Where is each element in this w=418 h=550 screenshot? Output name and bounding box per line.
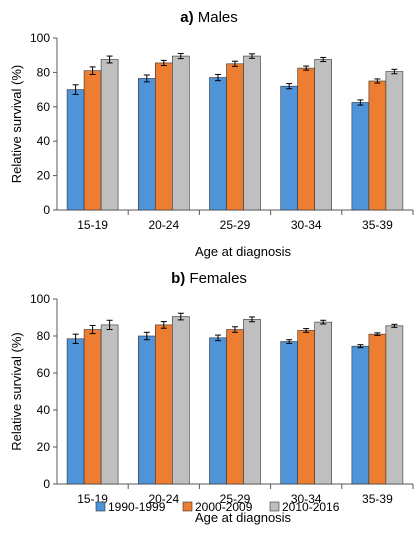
y-tick-label: 40: [37, 403, 51, 417]
chart-title-text: Females: [189, 270, 247, 287]
x-tick-label: 20-24: [148, 492, 179, 506]
bar: [243, 319, 261, 485]
x-tick-label: 30-34: [291, 218, 322, 232]
y-tick-label: 100: [30, 292, 50, 306]
y-tick-label: 100: [30, 31, 50, 45]
bar: [368, 80, 387, 211]
bar: [368, 333, 387, 485]
y-axis-label: Relative survival (%): [9, 65, 24, 183]
legend-swatch: [182, 501, 193, 512]
bar: [155, 324, 173, 485]
y-tick-label: 60: [37, 100, 51, 114]
bar: [138, 78, 156, 211]
y-tick-label: 80: [37, 329, 51, 343]
bar: [172, 316, 190, 485]
x-tick-label: 20-24: [148, 218, 179, 232]
chart-title-text: Males: [198, 9, 238, 26]
legend-item: 2000-2009: [182, 500, 253, 514]
chart-panel-1: a) Males 0 20 40 60 80 100 Relative survival (%…: [9, 9, 414, 259]
x-axis-label: Age at diagnosis: [195, 510, 292, 525]
y-axis-label: Relative survival (%): [9, 332, 24, 450]
bar: [155, 62, 173, 211]
chart-title-prefix: b): [171, 270, 185, 287]
bar: [83, 329, 102, 485]
bar: [385, 325, 404, 485]
chart-title: a) Males: [180, 9, 238, 26]
bar: [385, 71, 404, 211]
legend-label: 1990-1999: [108, 500, 166, 514]
legend-item: 1990-1999: [95, 500, 166, 514]
legend-item: 2010-2016: [269, 500, 340, 514]
x-tick-label: 35-39: [362, 492, 393, 506]
bar: [314, 321, 333, 485]
chart-title: b) Females: [171, 270, 247, 287]
x-tick-label: 25-29: [220, 492, 251, 506]
y-tick-label: 20: [37, 440, 51, 454]
bar: [351, 345, 370, 485]
y-tick-label: 80: [37, 65, 51, 79]
bar: [209, 77, 227, 211]
y-tick-label: 60: [37, 366, 51, 380]
bar: [66, 89, 85, 211]
bar: [138, 335, 156, 485]
x-tick-label: 15-19: [77, 218, 108, 232]
bar: [297, 67, 316, 211]
chart-title-prefix: a): [180, 9, 193, 26]
legend-label: 2000-2009: [195, 500, 253, 514]
bar: [226, 63, 244, 211]
bar: [100, 59, 119, 211]
bar: [209, 337, 227, 485]
x-tick-label: 25-29: [220, 218, 251, 232]
y-tick-label: 20: [37, 169, 51, 183]
x-tick-label: 30-34: [291, 492, 322, 506]
bar: [280, 341, 299, 485]
bar: [314, 59, 333, 211]
y-tick-label: 40: [37, 134, 51, 148]
bar: [172, 55, 190, 211]
bar: [351, 102, 370, 211]
y-tick-label: 0: [43, 477, 50, 491]
legend-swatch: [95, 501, 106, 512]
x-axis-label: Age at diagnosis: [195, 244, 292, 259]
bar: [100, 324, 119, 485]
legend-label: 2010-2016: [282, 500, 340, 514]
legend: 1990-1999 2000-2009 2010-2016: [95, 500, 340, 514]
bar: [83, 70, 102, 211]
bar: [226, 329, 244, 485]
legend-swatch: [269, 501, 280, 512]
chart-panel-2: b) Females 0 20 40 60 80 100 Relative survival …: [9, 270, 414, 525]
bar: [66, 338, 85, 485]
y-tick-label: 0: [43, 203, 50, 217]
x-tick-label: 35-39: [362, 218, 393, 232]
bar: [280, 85, 299, 211]
bar: [243, 55, 261, 211]
bar: [297, 330, 316, 485]
